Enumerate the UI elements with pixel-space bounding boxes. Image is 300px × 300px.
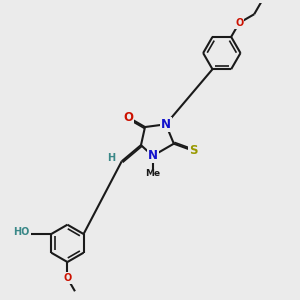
Text: H: H: [107, 153, 115, 163]
Text: S: S: [189, 144, 198, 157]
Text: N: N: [161, 118, 171, 131]
Text: Me: Me: [145, 169, 160, 178]
Text: O: O: [63, 273, 71, 283]
Text: O: O: [123, 111, 133, 124]
Text: HO: HO: [13, 227, 30, 237]
Text: N: N: [148, 149, 158, 162]
Text: O: O: [235, 18, 243, 28]
